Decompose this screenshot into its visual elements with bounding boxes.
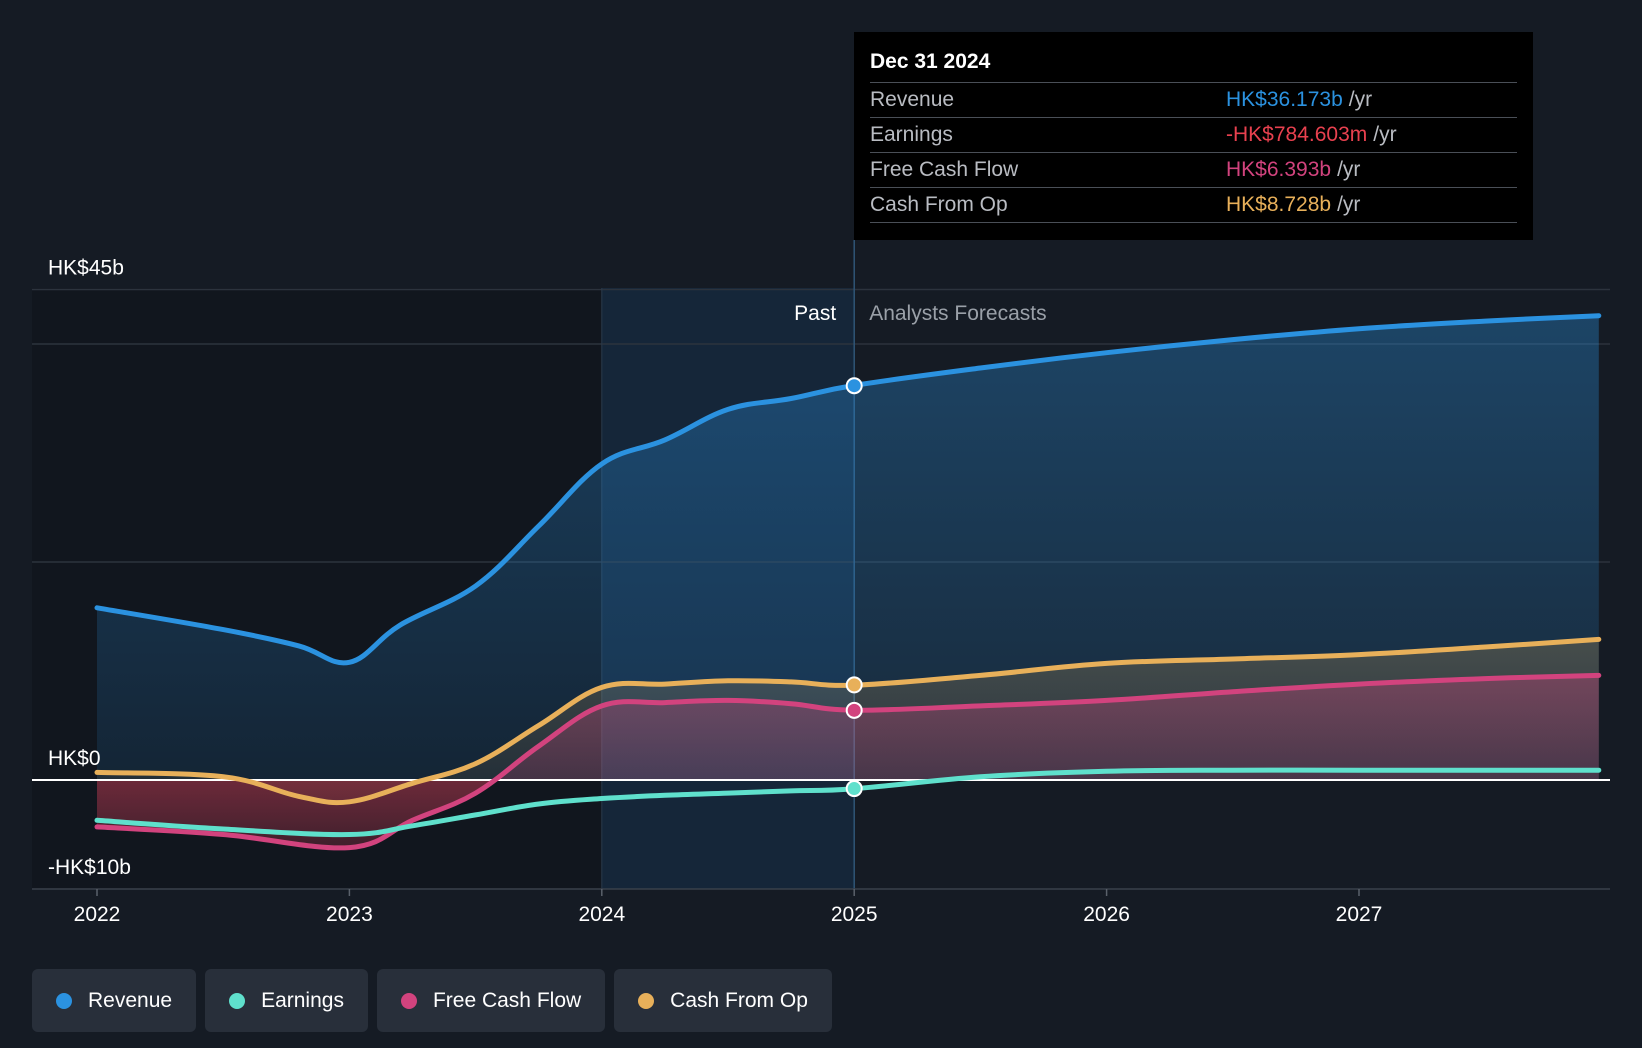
tooltip-row-earnings: Earnings -HK$784.603m /yr — [870, 118, 1517, 153]
legend-label: Earnings — [261, 988, 344, 1012]
tooltip-label: Earnings — [870, 123, 953, 146]
tooltip-label: Free Cash Flow — [870, 158, 1019, 181]
cash-from-op-dot-icon — [638, 992, 655, 1009]
tooltip-unit: /yr — [1348, 88, 1373, 111]
y-axis-label: HK$45b — [48, 257, 124, 280]
y-axis-label: -HK$10b — [48, 856, 131, 879]
legend-label: Cash From Op — [670, 988, 808, 1012]
legend-item-cash-from-op[interactable]: Cash From Op — [614, 969, 832, 1032]
tooltip-unit: /yr — [1337, 193, 1361, 216]
line-revenue — [94, 313, 1602, 666]
marker-earnings — [845, 780, 863, 798]
marker-revenue — [845, 377, 863, 395]
legend: Revenue Earnings Free Cash Flow Cash Fro… — [32, 969, 832, 1032]
legend-label: Revenue — [88, 988, 173, 1012]
legend-item-earnings[interactable]: Earnings — [205, 969, 368, 1032]
tooltip-row-revenue: Revenue HK$36.173b /yr — [870, 83, 1517, 118]
tooltip-value: -HK$784.603m — [1226, 123, 1368, 146]
tooltip: Dec 31 2024 Revenue HK$36.173b /yr Earni… — [854, 32, 1533, 240]
tooltip-label: Revenue — [870, 88, 955, 111]
line-free-cash-flow — [94, 672, 1602, 851]
line-earnings — [94, 767, 1602, 838]
tooltip-label: Cash From Op — [870, 193, 1008, 216]
x-tick-label: 2022 — [74, 903, 121, 926]
legend-item-free-cash-flow[interactable]: Free Cash Flow — [376, 969, 606, 1032]
tooltip-date: Dec 31 2024 — [870, 46, 1517, 83]
tooltip-value: HK$6.393b — [1226, 158, 1332, 181]
x-tick-label: 2026 — [1083, 903, 1130, 926]
tooltip-unit: /yr — [1373, 123, 1397, 146]
marker-free-cash-flow — [845, 701, 863, 719]
area-free-cash-flow — [97, 675, 1599, 848]
tooltip-value: HK$8.728b — [1226, 193, 1332, 216]
legend-item-revenue[interactable]: Revenue — [32, 969, 197, 1032]
tooltip-row-cash-from-op: Cash From Op HK$8.728b /yr — [870, 188, 1517, 223]
tooltip-value: HK$36.173b — [1226, 88, 1343, 111]
past-label: Past — [794, 302, 836, 325]
x-tick-label: 2027 — [1336, 903, 1383, 926]
revenue-dot-icon — [56, 992, 72, 1009]
line-cash-from-op — [94, 636, 1602, 806]
x-tick-label: 2023 — [326, 903, 373, 926]
y-axis-label: HK$0 — [48, 747, 101, 770]
marker-cash-from-op — [845, 676, 863, 694]
forecast-label: Analysts Forecasts — [869, 302, 1046, 325]
earnings-dot-icon — [229, 992, 246, 1009]
free-cash-flow-dot-icon — [400, 992, 417, 1009]
tooltip-unit: /yr — [1337, 158, 1361, 181]
legend-label: Free Cash Flow — [432, 988, 582, 1012]
tooltip-row-free-cash-flow: Free Cash Flow HK$6.393b /yr — [870, 153, 1517, 188]
x-tick-label: 2024 — [578, 903, 625, 926]
x-tick-label: 2025 — [831, 903, 878, 926]
